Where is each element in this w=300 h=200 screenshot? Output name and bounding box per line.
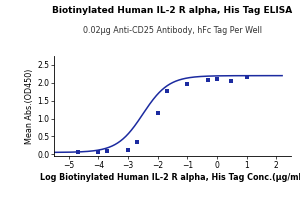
Point xyxy=(96,150,101,153)
Point xyxy=(214,78,219,81)
Point xyxy=(244,76,249,79)
Y-axis label: Mean Abs.(OD450): Mean Abs.(OD450) xyxy=(25,68,34,144)
Text: Biotinylated Human IL-2 R alpha, His Tag ELISA: Biotinylated Human IL-2 R alpha, His Tag… xyxy=(52,6,292,15)
Point xyxy=(75,151,80,154)
X-axis label: Log Biotinylated Human IL-2 R alpha, His Tag Conc.(μg/ml): Log Biotinylated Human IL-2 R alpha, His… xyxy=(40,173,300,182)
Point xyxy=(155,112,160,115)
Point xyxy=(229,79,233,83)
Point xyxy=(164,89,169,93)
Point xyxy=(206,79,210,82)
Point xyxy=(105,150,110,153)
Point xyxy=(135,140,140,143)
Text: 0.02μg Anti-CD25 Antibody, hFc Tag Per Well: 0.02μg Anti-CD25 Antibody, hFc Tag Per W… xyxy=(83,26,262,35)
Point xyxy=(185,82,190,85)
Point xyxy=(126,148,130,152)
